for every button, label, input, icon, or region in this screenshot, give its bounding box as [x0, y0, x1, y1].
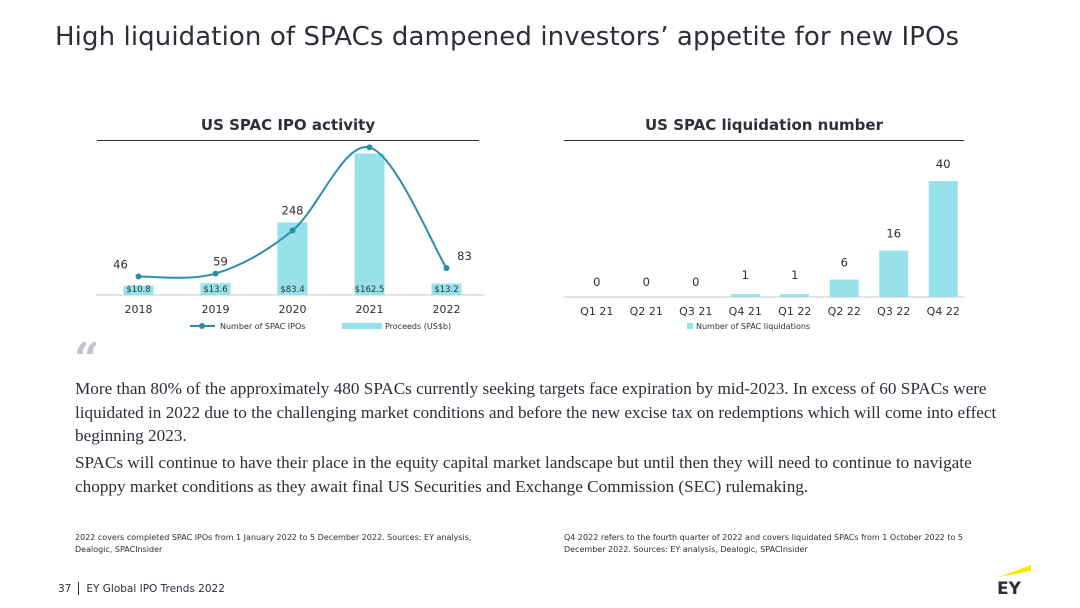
bar-liquidations-Q1-22	[780, 294, 810, 297]
liquidation-chart: 0 Q1 21 0 Q2 21 0 Q3 21 1 Q4 21 1 Q1 22 6 Q2 22 16 Q3…	[564, 157, 964, 331]
x-tick-Q1-22: Q1 22	[778, 305, 811, 318]
quote-paragraph-2: SPACs will continue to have their place …	[75, 453, 972, 496]
data-label-Q3-21: 0	[692, 275, 699, 289]
ipo-activity-chart: $10.8 2018 $13.6 2019 $83.4 2020 $162.5 2021 $13…	[96, 144, 484, 331]
point-label-2018: 46	[113, 258, 128, 272]
x-tick-2019: 2019	[202, 303, 230, 316]
point-label-2019: 59	[213, 255, 228, 269]
point-spac-ipos-2019	[212, 270, 219, 277]
bar-liquidations-Q4-22	[928, 181, 958, 297]
chart-title-rule-ipo	[97, 140, 479, 141]
footer: 37 EY Global IPO Trends 2022	[58, 582, 225, 595]
bar-label-2022: $13.2	[434, 285, 458, 295]
ey-logo: EY	[997, 565, 1031, 597]
data-label-Q4-21: 1	[742, 268, 749, 282]
footnote-left: 2022 covers completed SPAC IPOs from 1 J…	[75, 533, 472, 554]
chart-title-rule-liquidation	[564, 140, 964, 141]
bar-liquidations-Q4-21	[730, 294, 760, 297]
x-tick-Q4-22: Q4 22	[927, 305, 960, 318]
ey-logo-beam	[999, 565, 1031, 577]
data-label-Q1-21: 0	[593, 275, 600, 289]
point-spac-ipos-2018	[135, 273, 142, 280]
line-spac-ipos	[138, 146, 448, 279]
x-tick-2020: 2020	[279, 303, 307, 316]
x-tick-Q3-22: Q3 22	[877, 305, 910, 318]
legend-line-marker	[199, 323, 205, 329]
footer-divider	[78, 582, 80, 595]
chart-title-ipo: US SPAC IPO activity	[200, 116, 376, 134]
bar-proceeds-2018	[123, 285, 154, 295]
footnote-right: Q4 2022 refers to the fourth quarter of …	[564, 533, 964, 554]
point-spac-ipos-2020	[289, 227, 296, 234]
x-tick-Q2-21: Q2 21	[630, 305, 663, 318]
quote-paragraph-1: More than 80% of the approximately 480 S…	[75, 379, 997, 445]
bar-proceeds-2020	[277, 222, 308, 295]
data-label-Q4-22: 40	[936, 157, 951, 171]
x-tick-2021: 2021	[356, 303, 384, 316]
ey-logo-text: EY	[997, 579, 1022, 597]
bar-proceeds-2019	[200, 283, 231, 295]
point-spac-ipos-2022	[443, 265, 450, 272]
x-tick-Q3-21: Q3 21	[679, 305, 712, 318]
x-tick-Q2-22: Q2 22	[828, 305, 861, 318]
bar-label-2018: $10.8	[126, 285, 150, 295]
data-label-Q2-21: 0	[643, 275, 650, 289]
point-spac-ipos-2021	[366, 144, 373, 151]
legend-label-spac-ipos: Number of SPAC IPOs	[220, 322, 305, 331]
bar-liquidations-Q2-22	[829, 279, 859, 297]
point-label-2022: 83	[457, 249, 472, 263]
bar-proceeds-2021	[354, 153, 385, 295]
legend-label-proceeds: Proceeds (US$b)	[385, 322, 451, 331]
page-number: 37	[58, 582, 72, 595]
legend-bar-swatch	[342, 323, 382, 329]
bar-label-2021: $162.5	[355, 285, 385, 295]
data-label-Q3-22: 16	[886, 227, 901, 241]
legend-swatch	[687, 323, 693, 329]
bar-label-2020: $83.4	[280, 285, 304, 295]
quote-mark: “	[74, 334, 100, 385]
bar-liquidations-Q3-22	[879, 250, 909, 297]
bar-label-2019: $13.6	[203, 285, 227, 295]
data-label-Q1-22: 1	[791, 268, 798, 282]
x-tick-Q4-21: Q4 21	[729, 305, 762, 318]
x-tick-2018: 2018	[125, 303, 153, 316]
page-title: High liquidation of SPACs dampened inves…	[55, 22, 960, 52]
footer-title: EY Global IPO Trends 2022	[86, 582, 225, 595]
bar-proceeds-2022	[431, 283, 462, 295]
x-tick-Q1-21: Q1 21	[580, 305, 613, 318]
data-label-Q2-22: 6	[841, 256, 848, 270]
legend-label-liquidations: Number of SPAC liquidations	[696, 322, 810, 331]
x-tick-2022: 2022	[433, 303, 461, 316]
chart-title-liquidation: US SPAC liquidation number	[645, 116, 883, 134]
point-label-2020: 248	[282, 204, 304, 218]
